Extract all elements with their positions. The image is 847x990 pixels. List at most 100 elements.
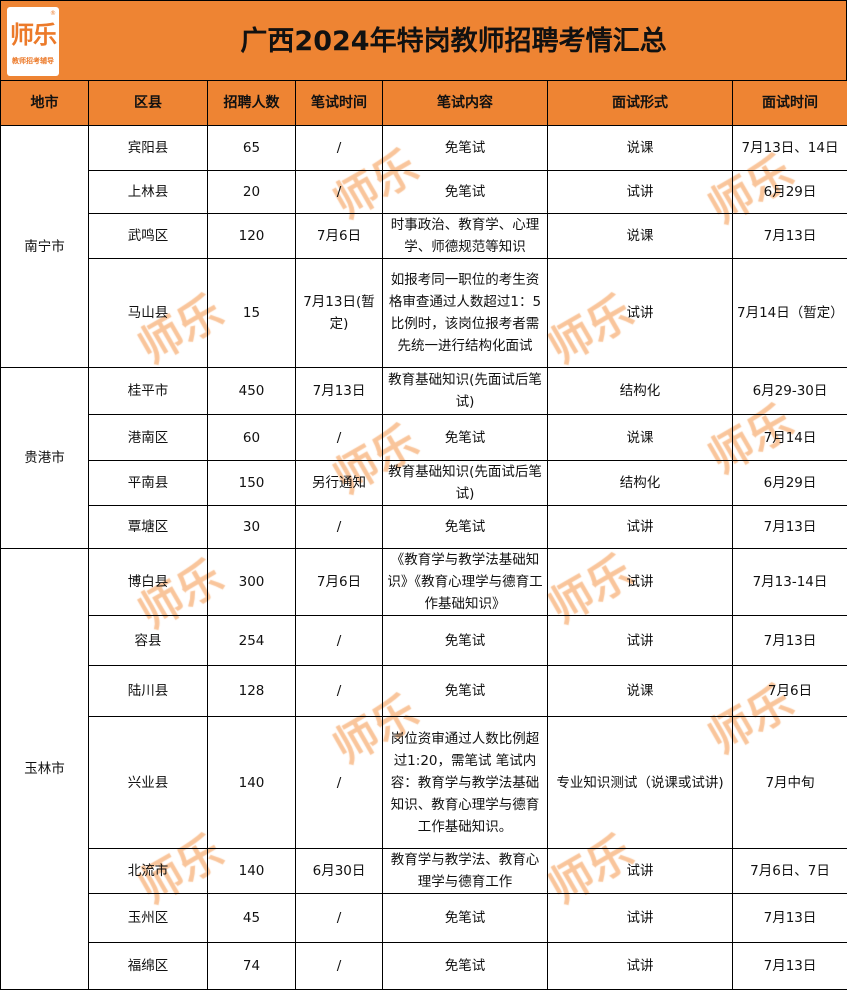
interview-form-cell: 试讲 [548,171,733,214]
count-cell: 450 [208,368,296,415]
interview-form-cell: 结构化 [548,461,733,506]
city-cell: 贵港市 [1,368,89,549]
county-cell: 宾阳县 [89,126,208,171]
exam-time-cell: / [296,943,383,990]
exam-content-cell: 《教育学与教学法基础知识》《教育心理学与德育工作基础知识》 [383,549,548,616]
exam-time-cell: / [296,171,383,214]
county-cell: 陆川县 [89,666,208,717]
logo: ® 师乐 教师招考辅导 [7,7,59,76]
interview-time-cell: 7月14日 [733,415,847,461]
exam-time-cell: / [296,666,383,717]
interview-form-cell: 结构化 [548,368,733,415]
interview-time-cell: 7月13-14日 [733,549,847,616]
count-cell: 150 [208,461,296,506]
county-cell: 马山县 [89,259,208,368]
county-cell: 容县 [89,616,208,666]
interview-time-cell: 7月6日、7日 [733,849,847,894]
count-cell: 74 [208,943,296,990]
exam-content-cell: 教育基础知识(先面试后笔试) [383,368,548,415]
county-cell: 博白县 [89,549,208,616]
interview-time-cell: 6月29-30日 [733,368,847,415]
interview-time-cell: 7月13日 [733,214,847,259]
exam-content-cell: 教育学与教学法、教育心理学与德育工作 [383,849,548,894]
interview-time-cell: 7月13日 [733,943,847,990]
count-cell: 140 [208,849,296,894]
count-cell: 120 [208,214,296,259]
interview-form-cell: 说课 [548,126,733,171]
registered-mark: ® [50,10,56,17]
exam-content-cell: 教育基础知识(先面试后笔试) [383,461,548,506]
exam-content-cell: 免笔试 [383,415,548,461]
interview-time-cell: 7月13日 [733,506,847,549]
count-cell: 15 [208,259,296,368]
interview-form-cell: 说课 [548,214,733,259]
exam-time-cell: 7月13日 [296,368,383,415]
exam-content-cell: 免笔试 [383,943,548,990]
count-cell: 300 [208,549,296,616]
interview-time-cell: 7月13日 [733,894,847,943]
interview-form-cell: 说课 [548,415,733,461]
interview-form-cell: 专业知识测试（说课或试讲) [548,717,733,849]
county-cell: 港南区 [89,415,208,461]
interview-time-cell: 7月中旬 [733,717,847,849]
county-cell: 兴业县 [89,717,208,849]
exam-time-cell: / [296,616,383,666]
exam-content-cell: 免笔试 [383,616,548,666]
interview-time-cell: 6月29日 [733,461,847,506]
header-interview-time: 面试时间 [733,81,847,126]
count-cell: 45 [208,894,296,943]
exam-content-cell: 免笔试 [383,666,548,717]
county-cell: 平南县 [89,461,208,506]
exam-time-cell: 另行通知 [296,461,383,506]
exam-time-cell: / [296,126,383,171]
header-row: 地市 区县 招聘人数 笔试时间 笔试内容 面试形式 面试时间 [1,81,847,126]
header-exam-content: 笔试内容 [383,81,548,126]
interview-form-cell: 试讲 [548,259,733,368]
county-cell: 武鸣区 [89,214,208,259]
exam-content-cell: 如报考同一职位的考生资格审查通过人数超过1：5比例时，该岗位报考者需先统一进行结… [383,259,548,368]
header-county: 区县 [89,81,208,126]
county-cell: 桂平市 [89,368,208,415]
count-cell: 30 [208,506,296,549]
header-count: 招聘人数 [208,81,296,126]
interview-form-cell: 试讲 [548,506,733,549]
exam-time-cell: / [296,894,383,943]
header-exam-time: 笔试时间 [296,81,383,126]
logo-text: 师乐 [7,15,59,50]
exam-time-cell: 6月30日 [296,849,383,894]
county-cell: 北流市 [89,849,208,894]
interview-time-cell: 7月13日、14日 [733,126,847,171]
interview-form-cell: 试讲 [548,943,733,990]
exam-content-cell: 时事政治、教育学、心理学、师德规范等知识 [383,214,548,259]
header-interview-form: 面试形式 [548,81,733,126]
exam-content-cell: 免笔试 [383,171,548,214]
interview-time-cell: 6月29日 [733,171,847,214]
interview-form-cell: 说课 [548,666,733,717]
interview-time-cell: 7月14日（暂定） [733,259,847,368]
exam-content-cell: 免笔试 [383,894,548,943]
logo-subtitle: 教师招考辅导 [7,56,59,66]
interview-form-cell: 试讲 [548,616,733,666]
interview-time-cell: 7月6日 [733,666,847,717]
exam-time-cell: / [296,717,383,849]
exam-content-cell: 岗位资审通过人数比例超过1:20，需笔试 笔试内容：教育学与教学法基础知识、教育… [383,717,548,849]
header-city: 地市 [1,81,89,126]
county-cell: 覃塘区 [89,506,208,549]
count-cell: 20 [208,171,296,214]
interview-form-cell: 试讲 [548,549,733,616]
title-bar: ® 师乐 教师招考辅导 广西2024年特岗教师招聘考情汇总 [0,0,847,81]
count-cell: 254 [208,616,296,666]
